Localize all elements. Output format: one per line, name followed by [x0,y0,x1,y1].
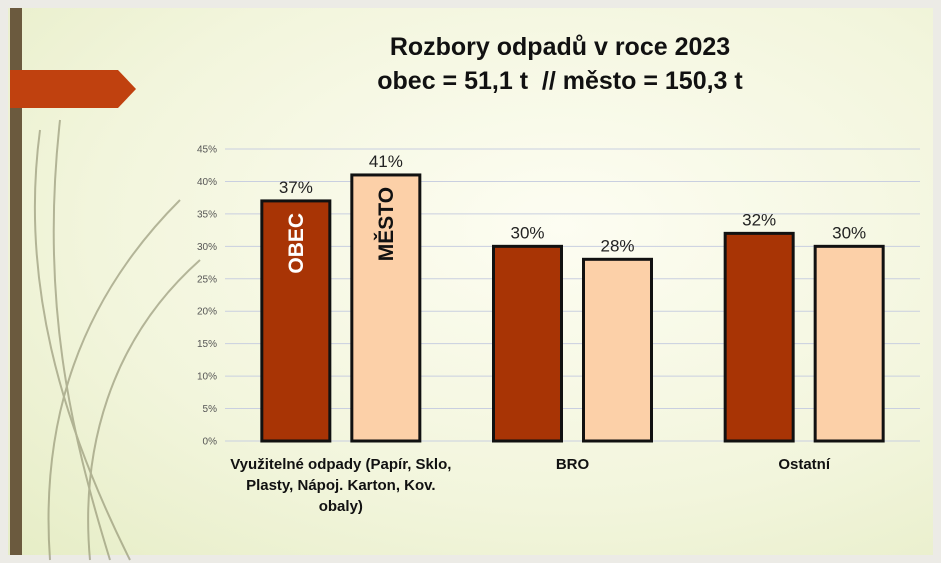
arrow-decoration [10,70,136,108]
value-label: 30% [510,223,544,242]
bar [584,259,652,441]
x-tick-label: BRO [458,454,688,475]
legend-label: MĚSTO [374,187,398,261]
legend-label: OBEC [285,213,308,274]
y-tick-label: 35% [197,209,217,220]
value-label: 28% [600,236,634,255]
chart-subtitle: obec = 51,1 t // město = 150,3 t [377,67,743,95]
y-tick-label: 5% [203,404,218,415]
y-tick-label: 30% [197,242,217,253]
y-tick-label: 0% [203,437,218,448]
y-tick-label: 40% [197,177,217,188]
y-tick-label: 15% [197,339,217,350]
page: Rozbory odpadů v roce 2023 obec = 51,1 t… [0,0,941,563]
value-label: 30% [832,223,866,242]
x-tick-label: Využitelné odpady (Papír, Sklo, Plasty, … [226,454,456,517]
value-label: 32% [742,210,776,229]
y-tick-label: 10% [197,372,217,383]
y-tick-label: 25% [197,274,217,285]
value-label: 37% [279,178,313,197]
bar [494,246,562,441]
value-label: 41% [369,152,403,171]
y-tick-label: 45% [197,145,217,156]
bar [815,246,883,441]
y-tick-label: 20% [197,307,217,318]
bar [725,233,793,441]
chart-title: Rozbory odpadů v roce 2023 [390,33,730,61]
x-tick-label: Ostatní [689,454,919,475]
curve-decoration [35,120,200,560]
chart: Rozbory odpadů v roce 2023 obec = 51,1 t… [0,0,941,563]
